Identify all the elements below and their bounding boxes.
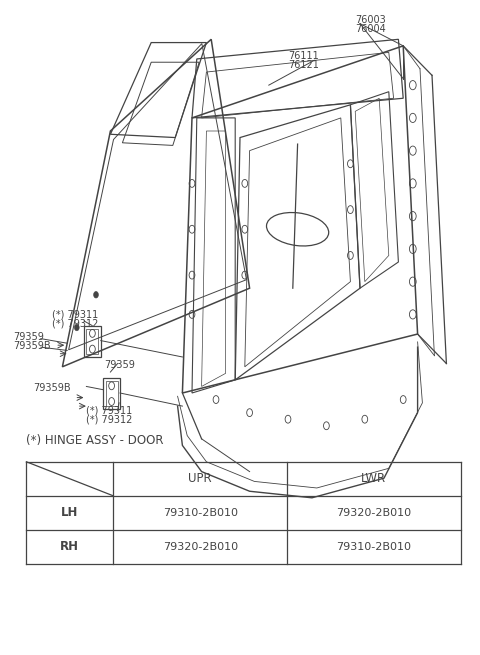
Text: 79310-2B010: 79310-2B010 <box>163 508 238 518</box>
Bar <box>84 326 101 357</box>
Circle shape <box>74 324 79 331</box>
Text: 79320-2B010: 79320-2B010 <box>163 542 238 552</box>
Text: (*) 79311: (*) 79311 <box>86 405 132 416</box>
Text: 79310-2B010: 79310-2B010 <box>336 542 411 552</box>
Text: (*) 79312: (*) 79312 <box>86 415 133 425</box>
Text: LH: LH <box>61 506 79 519</box>
Text: 79320-2B010: 79320-2B010 <box>336 508 411 518</box>
Text: 76121: 76121 <box>288 60 319 71</box>
Text: (*) 79311: (*) 79311 <box>52 309 98 320</box>
Text: 79359: 79359 <box>105 360 135 371</box>
Text: UPR: UPR <box>188 472 212 485</box>
Bar <box>106 381 118 406</box>
Text: 79359: 79359 <box>13 331 44 342</box>
Text: (*) 79312: (*) 79312 <box>52 318 98 329</box>
Text: LWR: LWR <box>361 472 386 485</box>
Bar <box>103 378 120 409</box>
Bar <box>86 329 98 354</box>
Text: 76111: 76111 <box>288 50 319 61</box>
Text: RH: RH <box>60 540 79 553</box>
Text: 76004: 76004 <box>355 24 386 35</box>
Text: 79359B: 79359B <box>13 341 51 351</box>
Text: 76003: 76003 <box>355 14 386 25</box>
Text: (*) HINGE ASSY - DOOR: (*) HINGE ASSY - DOOR <box>26 434 164 447</box>
Text: 79359B: 79359B <box>34 383 71 393</box>
Circle shape <box>94 291 98 298</box>
